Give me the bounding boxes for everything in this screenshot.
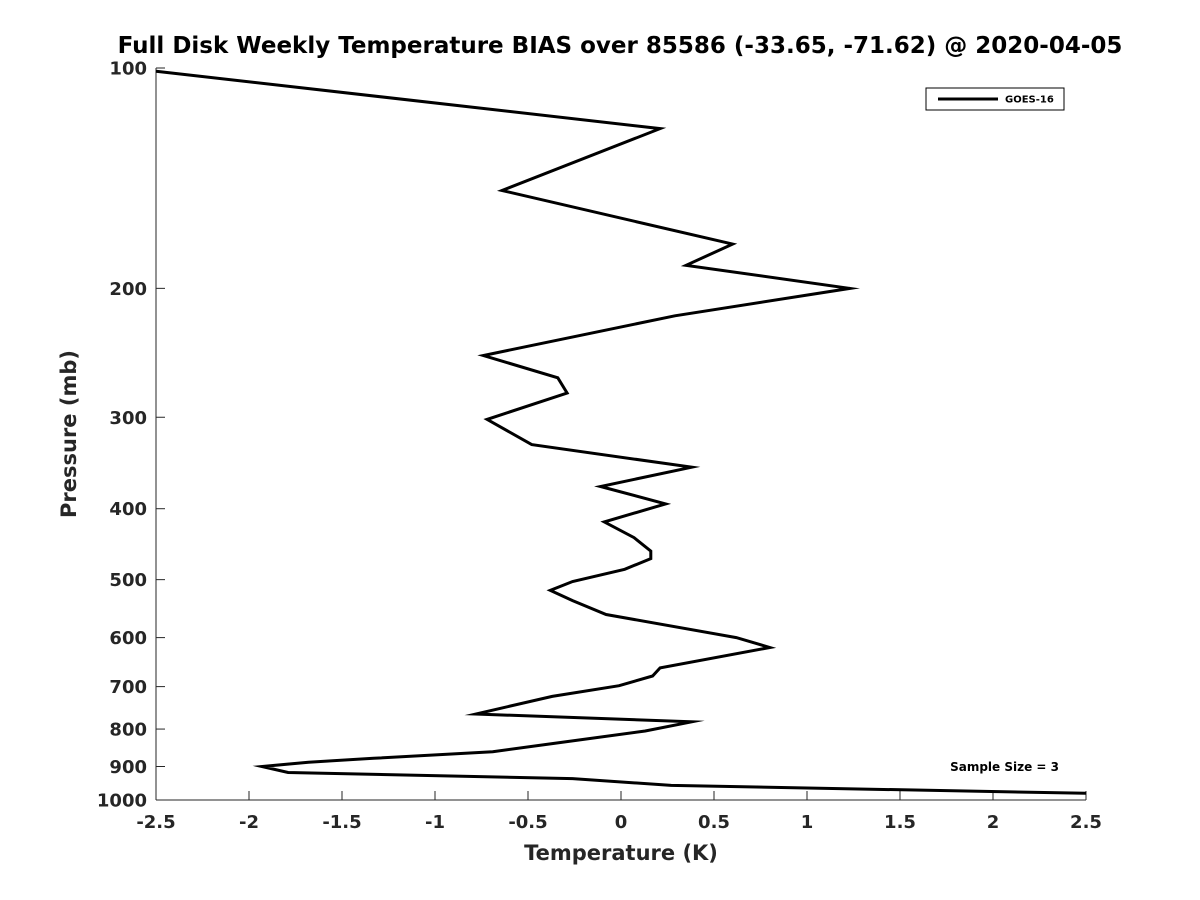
x-tick-label: 0 — [615, 812, 628, 833]
x-tick-label: -1.5 — [322, 812, 361, 833]
legend[interactable]: GOES-16 — [925, 87, 1065, 111]
y-tick-label: 100 — [109, 59, 147, 80]
x-tick-label: 1 — [801, 812, 814, 833]
y-tick-label: 500 — [109, 570, 147, 591]
series-line-goes-16 — [155, 69, 1087, 795]
plot-area — [156, 68, 1086, 800]
x-tick-label: -1 — [425, 812, 445, 833]
y-tick-label: 700 — [109, 677, 147, 698]
x-tick-label: -0.5 — [508, 812, 547, 833]
sample-size-annotation: Sample Size = 3 — [950, 760, 1059, 774]
y-axis-label: Pressure (mb) — [57, 350, 81, 518]
x-tick-label: -2.5 — [136, 812, 175, 833]
y-tick-label: 800 — [109, 720, 147, 741]
x-tick-label: 1.5 — [884, 812, 916, 833]
chart-title: Full Disk Weekly Temperature BIAS over 8… — [118, 33, 1123, 59]
axes: -2.5 -2 -1.5 -1 -0.5 0 0.5 1 1.5 2 2.5 100 200 300 400… — [97, 59, 1102, 834]
x-tick-label: -2 — [239, 812, 259, 833]
y-tick-label: 600 — [109, 628, 147, 649]
x-tick-label: 2.5 — [1070, 812, 1102, 833]
legend-label-goes-16: GOES-16 — [1005, 95, 1054, 106]
series-layer — [155, 69, 1087, 795]
x-tick-label: 0.5 — [698, 812, 730, 833]
y-tick-label: 200 — [109, 279, 147, 300]
y-tick-label: 400 — [109, 499, 147, 520]
x-axis-label: Temperature (K) — [524, 841, 718, 865]
x-tick-label: 2 — [987, 812, 1000, 833]
y-tick-label: 300 — [109, 408, 147, 429]
y-tick-label: 900 — [109, 757, 147, 778]
y-tick-label: 1000 — [97, 791, 147, 812]
